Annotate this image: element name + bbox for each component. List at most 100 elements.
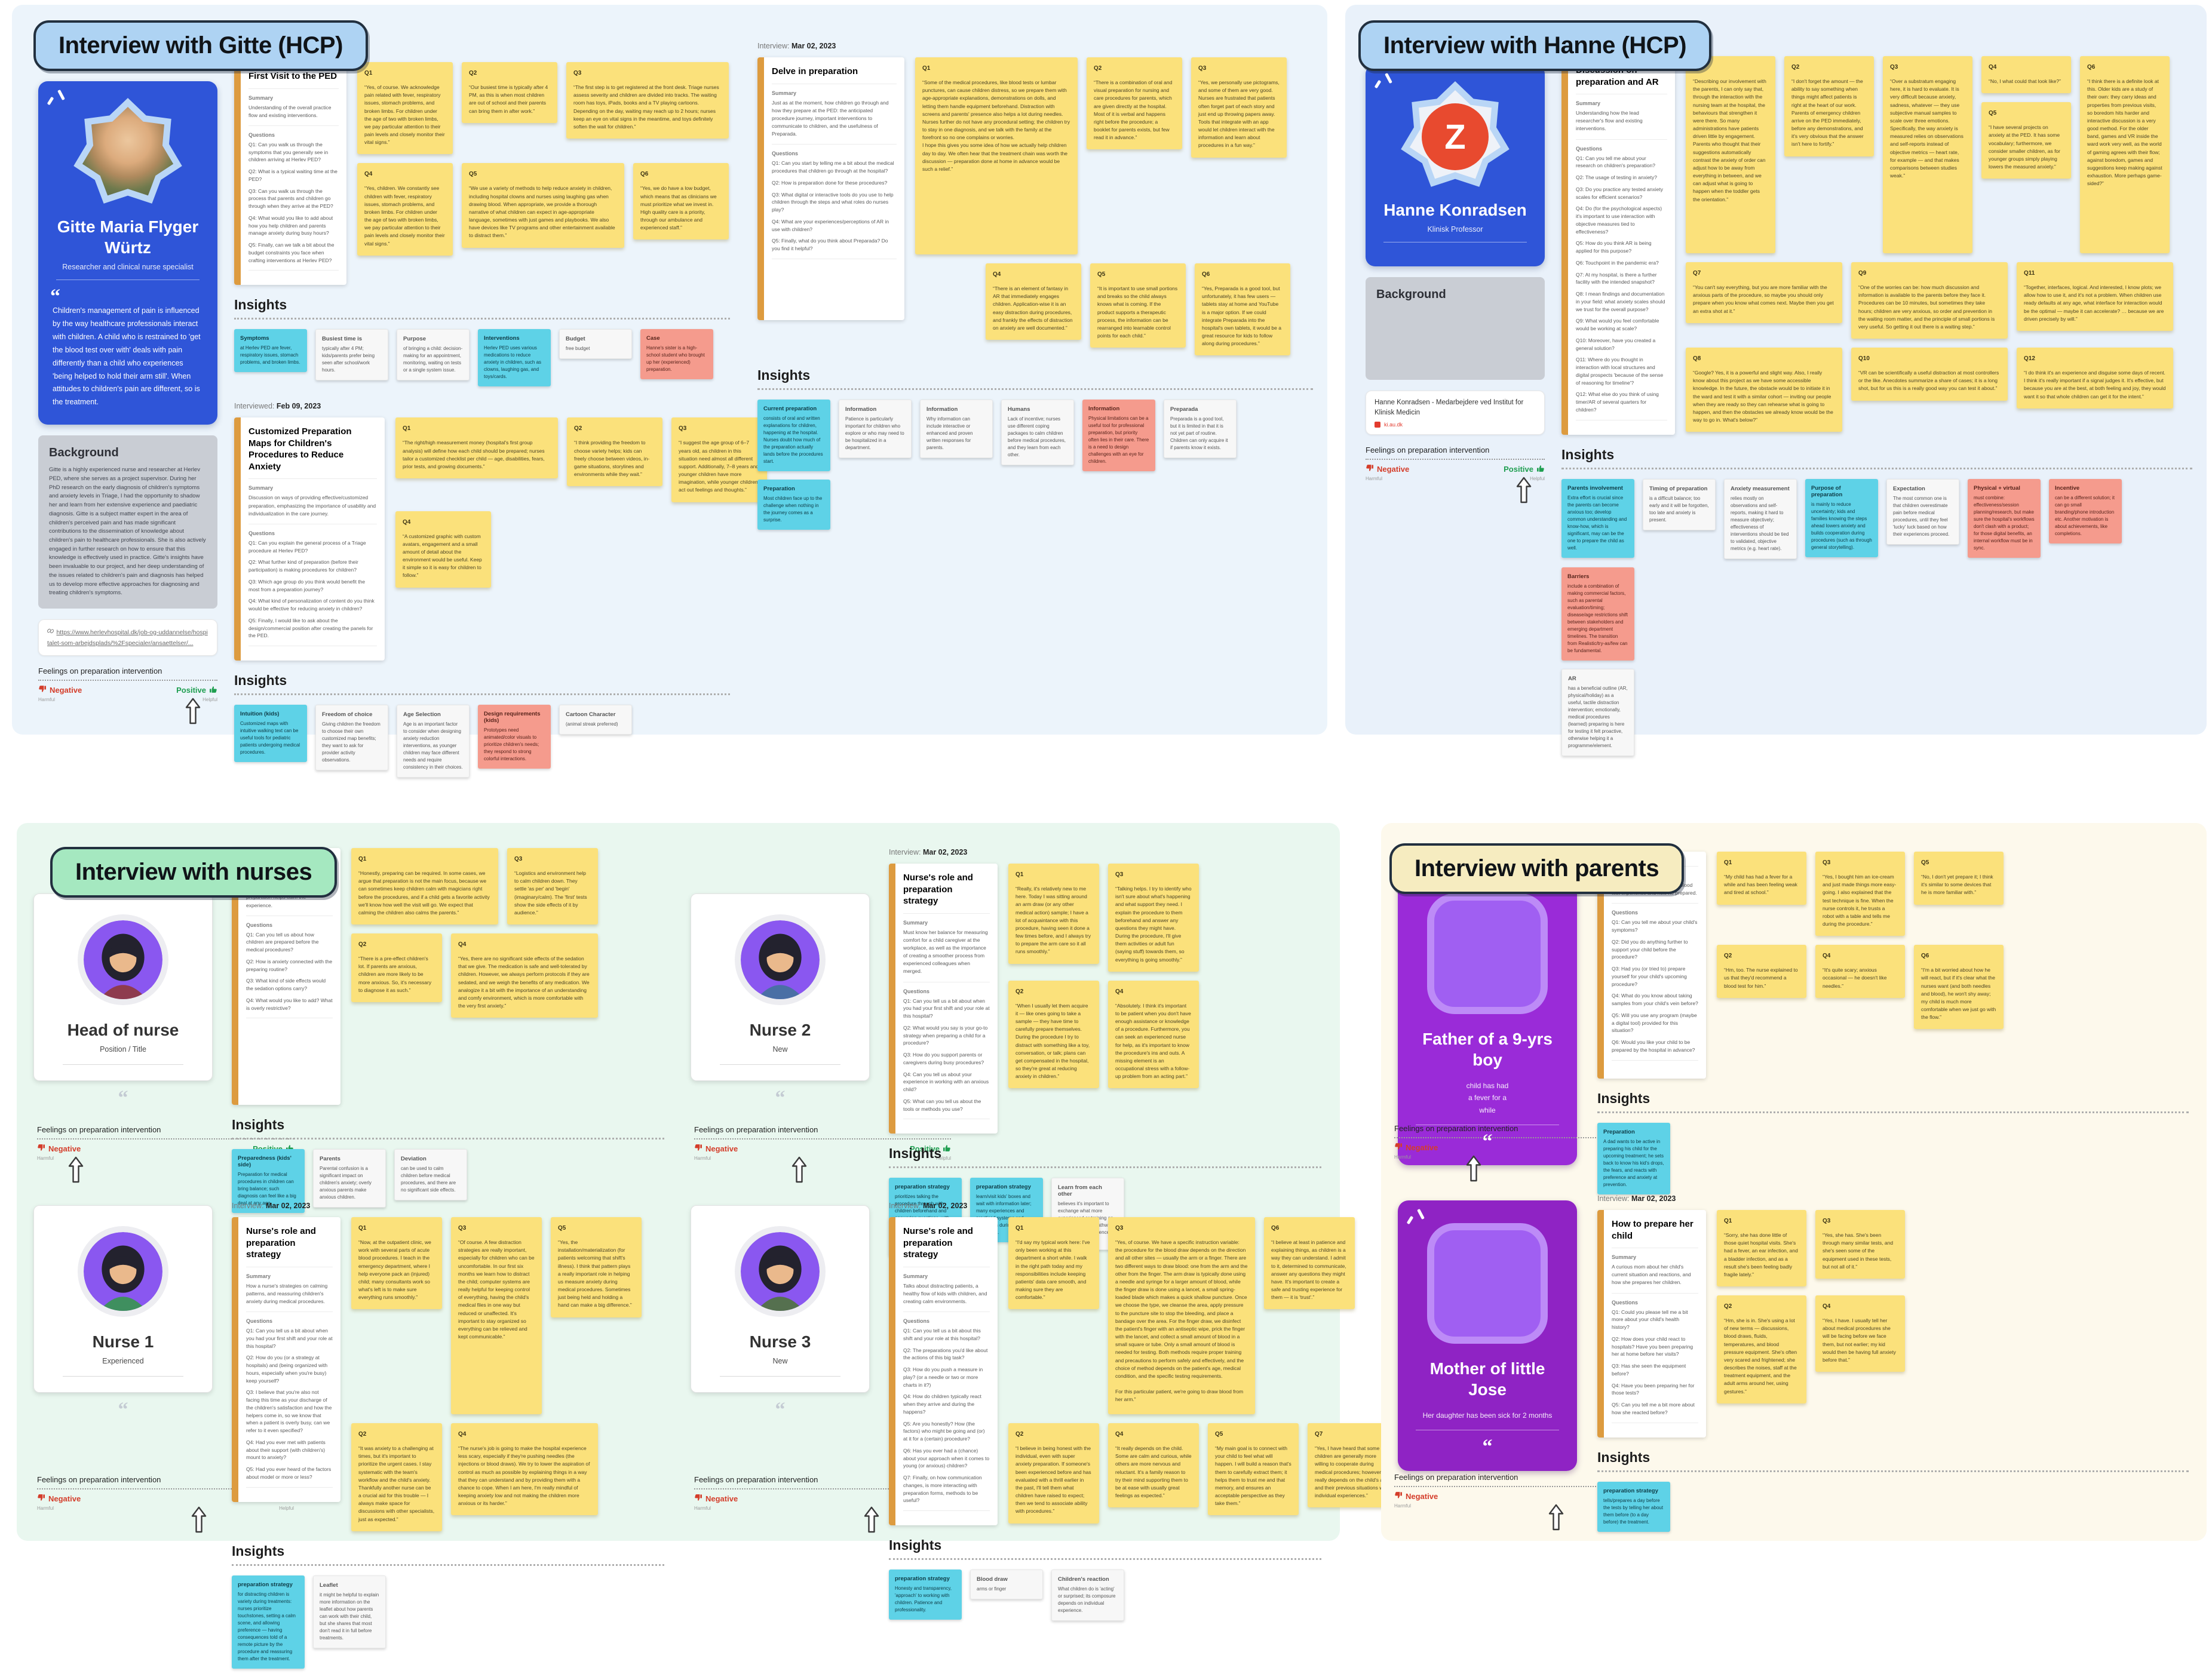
insight-note[interactable]: Parents involvement Extra effort is cruci… <box>1561 478 1634 558</box>
persona-card[interactable]: Nurse 3 New <box>691 1205 870 1393</box>
sticky-note[interactable]: Q11 “Together, interfaces, logical. And i… <box>2017 262 2173 331</box>
document-card[interactable]: First Visit to the PED Summary Understandi… <box>234 62 346 285</box>
insight-note[interactable]: preparation strategy for distracting chil… <box>232 1575 305 1669</box>
sticky-note[interactable]: Q1 “Now, at the outpatient clinic, we wor… <box>351 1217 442 1310</box>
insight-note[interactable]: Expectation The most common one is that c… <box>1886 478 1959 545</box>
sticky-note[interactable]: Q6 “I'm a bit worried about how he will r… <box>1914 945 2004 1030</box>
insight-note[interactable]: Age Selection Age is an important factor … <box>397 705 470 778</box>
sticky-note[interactable]: Q5 “It is important to use small portions… <box>1090 263 1186 348</box>
sticky-note[interactable]: Q2 “Hm, she is in. She's using a lot of n… <box>1717 1295 1806 1403</box>
background-card[interactable]: Background <box>1366 277 1545 380</box>
insight-note[interactable]: Preparedness (kids' side) Preparation for… <box>232 1149 305 1213</box>
section-title-pill-parents[interactable]: Interview with parents <box>1389 843 1685 894</box>
sticky-note[interactable]: Q3 “Yes, I bought him an ice-cream and ju… <box>1815 852 1905 936</box>
persona-card[interactable]: Z Hanne Konradsen Klinisk Professor <box>1366 64 1545 266</box>
persona-card[interactable]: Gitte Maria Flyger Würtz Researcher and c… <box>38 81 217 425</box>
persona-card[interactable]: Head of nurse Position / Title <box>33 893 213 1081</box>
persona-card[interactable]: Nurse 1 Experienced <box>33 1205 213 1393</box>
sticky-note[interactable]: Q4 “No, I what could that look like?” <box>1981 56 2071 94</box>
insight-note[interactable]: Children's reaction What children do is '… <box>1051 1570 1124 1621</box>
sticky-note[interactable]: Q5 “No, I don't yet prepare it; I think i… <box>1914 852 2004 905</box>
sticky-note[interactable]: Q4 “A customized graphic with custom avat… <box>395 511 491 588</box>
sticky-note[interactable]: Q12 “I do think it's an experience and di… <box>2017 348 2173 408</box>
insight-note[interactable]: Barriers include a combination of making … <box>1561 567 1634 661</box>
sticky-note[interactable]: Q2 “Hm, too. The nurse explained to us th… <box>1717 945 1806 998</box>
sticky-note[interactable]: Q3 “I suggest the age group of 6–7 years … <box>671 417 767 502</box>
link-card[interactable]: Hanne Konradsen - Medarbejdere ved Insti… <box>1366 391 1545 435</box>
sticky-note[interactable]: Q2 “Our busiest time is typically after 4… <box>462 62 557 123</box>
cursor-arrow-icon[interactable] <box>864 1506 879 1537</box>
insight-note[interactable]: Parents Parental confusion is a significa… <box>313 1149 386 1208</box>
sticky-note[interactable]: Q3 “Logistics and environment help to cal… <box>507 848 598 925</box>
cursor-arrow-icon[interactable] <box>191 1506 207 1537</box>
sticky-note[interactable]: Q3 “Over a substratum engaging here, it i… <box>1883 56 1972 253</box>
insight-note[interactable]: preparation strategy tells/prepares a day… <box>1597 1481 1670 1532</box>
insight-note[interactable]: Anxiety measurement relies mostly on obse… <box>1724 478 1797 559</box>
sticky-note[interactable]: Q3 “The first step is to get registered a… <box>566 62 729 139</box>
sticky-note[interactable]: Q3 “Yes, she has. She's been through many… <box>1815 1210 1905 1279</box>
insight-note[interactable]: Symptoms at Herlev PED are fever, respira… <box>234 329 307 373</box>
sticky-note[interactable]: Q4 “It's quite scary; anxious occasional … <box>1815 945 1905 998</box>
insight-note[interactable]: Information Why information can include i… <box>920 400 993 459</box>
sticky-note[interactable]: Q1 “I'd say my typical work here: I've on… <box>1008 1217 1099 1310</box>
insight-note[interactable]: Intuition (kids) Customized maps with int… <box>234 705 307 763</box>
sticky-note[interactable]: Q6 “Yes, we do have a low budget, which m… <box>633 163 729 240</box>
document-card[interactable]: Discussion on preparation and ARSummaryU… <box>1561 56 1675 435</box>
sticky-note[interactable]: Q1 “Yes, of course. We acknowledge pain r… <box>357 62 453 155</box>
sticky-note[interactable]: Q5 “I have several projects on anxiety at… <box>1981 102 2071 179</box>
persona-card[interactable]: Father of a 9-yrs boy child has had a fev… <box>1398 871 1577 1166</box>
cursor-arrow-icon[interactable] <box>1516 477 1532 507</box>
sticky-note[interactable]: Q10 “VR can be scientifically a useful di… <box>1851 348 2008 401</box>
sticky-note[interactable]: Q3 “Talking helps. I try to identify who … <box>1108 864 1199 972</box>
insight-note[interactable]: Humans Lack of incentive; nurses use diff… <box>1001 400 1074 466</box>
insight-note[interactable]: Leaflet it might be helpful to explain mo… <box>313 1575 386 1648</box>
sticky-note[interactable]: Q4 “There is an element of fantasy in AR … <box>986 263 1081 340</box>
document-card[interactable]: Nurse's role and preparation strategy Sum… <box>232 1217 340 1502</box>
insight-note[interactable]: Preparation A dad wants to be active in p… <box>1597 1123 1670 1194</box>
link-card[interactable]: https://www.herlevhospital.dk/job-og-udd… <box>38 619 217 656</box>
sticky-note[interactable]: Q1 “My child has had a fever for a while … <box>1717 852 1806 905</box>
sticky-note[interactable]: Q3 “Of course. A few distraction strategi… <box>451 1217 542 1414</box>
insight-note[interactable]: Timing of preparation is a difficult bala… <box>1643 478 1716 530</box>
insight-note[interactable]: Busiest time is typically after 4 PM; kid… <box>315 329 388 381</box>
document-card[interactable]: How to prepare her child Summary A curious… <box>1597 1210 1706 1438</box>
sticky-note[interactable]: Q6 “I believe at least in patience and ex… <box>1264 1217 1355 1310</box>
sticky-note[interactable]: Q2 “There is a combination of oral and vi… <box>1087 57 1182 150</box>
sticky-note[interactable]: Q1 “Sorry, she has done little of those q… <box>1717 1210 1806 1287</box>
sticky-note[interactable]: Q6 “Yes, Preparada is a good tool, but un… <box>1195 263 1290 356</box>
insight-note[interactable]: Current preparation consists of oral and … <box>757 400 830 472</box>
insight-note[interactable]: Physical + virtual must combine: effectiv… <box>1968 478 2041 558</box>
sticky-note[interactable]: Q2 “I believe in being honest with the in… <box>1008 1423 1099 1524</box>
section-title-pill-nurses[interactable]: Interview with nurses <box>50 847 338 898</box>
insight-note[interactable]: Deviation can be used to calm children be… <box>394 1149 467 1200</box>
background-card[interactable]: Background Gitte is a highly experienced … <box>38 435 217 609</box>
insight-note[interactable]: preparation strategy Honesty and transpar… <box>889 1570 962 1620</box>
sticky-note[interactable]: Q6 “I think there is a definite look at t… <box>2080 56 2170 253</box>
sticky-note[interactable]: Q2 “It was anxiety to a challenging at ti… <box>351 1423 442 1531</box>
cursor-arrow-icon[interactable] <box>791 1156 807 1187</box>
sticky-note[interactable]: Q1 “The right/high measurement money (hos… <box>395 417 558 479</box>
persona-card[interactable]: Mother of little Jose Her daughter has be… <box>1398 1200 1577 1471</box>
insight-note[interactable]: Incentive can be a different solution; it… <box>2049 478 2122 543</box>
cursor-arrow-icon[interactable] <box>1548 1504 1564 1534</box>
persona-card[interactable]: Nurse 2 New <box>691 893 870 1081</box>
insight-note[interactable]: Preparada Preparada is a good tool, but i… <box>1164 400 1237 459</box>
sticky-note[interactable]: Q4 “Yes, there are no significant side ef… <box>451 933 598 1018</box>
sticky-note[interactable]: Q1 “Honestly, preparing can be required. … <box>351 848 498 925</box>
sticky-note[interactable]: Q1“Describing our involvement with the p… <box>1686 56 1775 253</box>
insight-note[interactable]: Information Physical limitations can be a… <box>1082 400 1155 472</box>
sticky-note[interactable]: Q7 “You can't say everything, but you are… <box>1686 262 1842 323</box>
insight-note[interactable]: Freedom of choice Giving children the fre… <box>315 705 388 771</box>
sticky-note[interactable]: Q1 “Some of the medical procedures, like … <box>915 57 1078 254</box>
sticky-note[interactable]: Q2 “I don't forget the amount — the abili… <box>1784 56 1874 156</box>
sticky-note[interactable]: Q4 “Yes, I have. I usually tell her about… <box>1815 1295 1905 1372</box>
document-card[interactable]: Customized Preparation Maps for Children… <box>234 417 385 661</box>
sticky-note[interactable]: Q4 “Absolutely. I think it's important to… <box>1108 980 1199 1089</box>
sticky-note[interactable]: Q1 “Really, it's relatively new to me her… <box>1008 864 1099 964</box>
insight-note[interactable]: Preparation Most children face up to the … <box>757 480 830 530</box>
document-card[interactable]: Nurse's role and preparation strategy Sum… <box>889 1217 998 1526</box>
sticky-note[interactable]: Q5 “We use a variety of methods to help r… <box>462 163 624 248</box>
sticky-note[interactable]: Q5 “My main goal is to connect with your … <box>1208 1423 1299 1516</box>
insight-note[interactable]: Purpose of preparation is mainly to reduc… <box>1805 478 1878 557</box>
document-card[interactable]: Delve in preparation Summary Just as at th… <box>757 57 904 320</box>
